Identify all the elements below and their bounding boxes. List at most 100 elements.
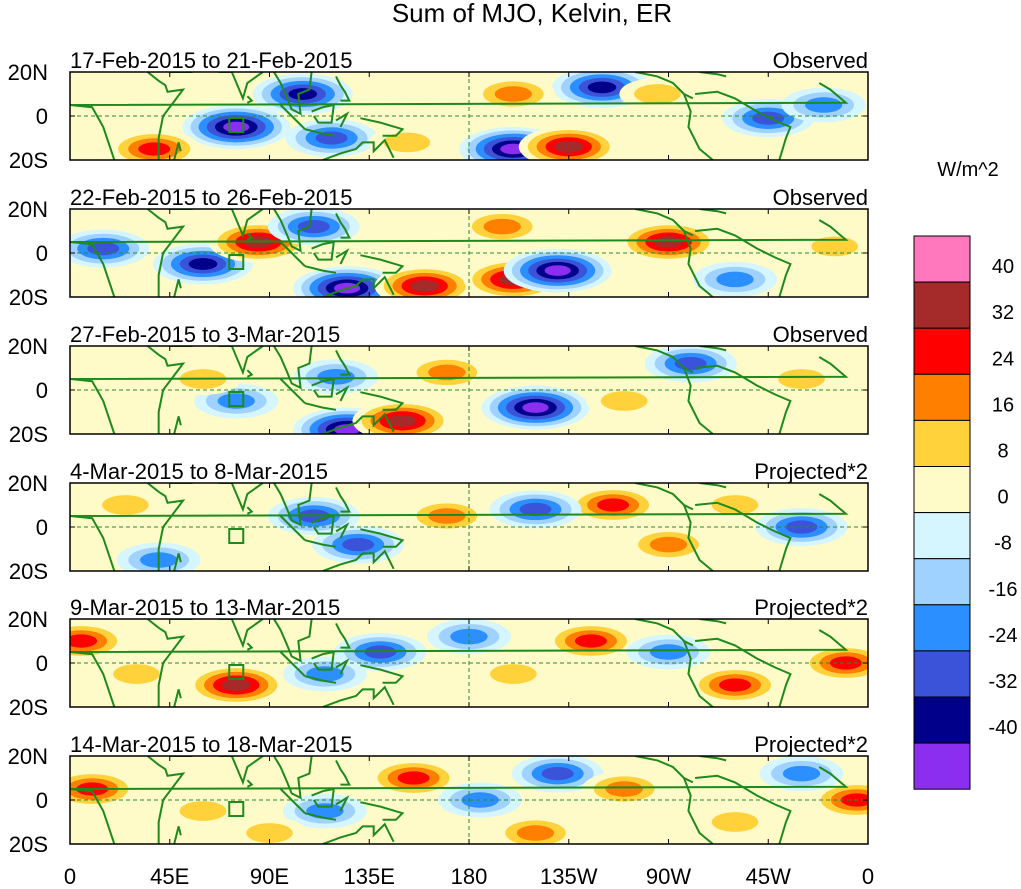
colorbar-level-label: 32 xyxy=(992,302,1014,324)
anomaly-blob xyxy=(618,221,719,263)
anomaly-blob xyxy=(567,486,660,524)
lat-tick-label: 20N xyxy=(8,197,48,222)
colorbar-swatch xyxy=(913,742,971,790)
coastline xyxy=(635,346,694,374)
coastline xyxy=(360,801,405,821)
panel-date-range: 14-Mar-2015 to 18-Mar-2015 xyxy=(70,732,352,757)
coastline xyxy=(218,619,264,649)
reference-box xyxy=(228,528,245,544)
lon-tick-label: 135W xyxy=(540,864,598,889)
coastline xyxy=(246,779,254,788)
anomaly-blob xyxy=(693,261,777,297)
coastline xyxy=(173,416,182,434)
coastline xyxy=(70,629,849,653)
anomaly-blob xyxy=(460,209,545,245)
coastline xyxy=(322,822,395,844)
coastline xyxy=(70,82,849,106)
lat-tick-label: 0 xyxy=(36,241,48,266)
coastline xyxy=(70,378,116,434)
lat-tick-label: 0 xyxy=(36,651,48,676)
coastline xyxy=(246,232,254,241)
coastline xyxy=(695,90,792,160)
coastline xyxy=(635,72,694,100)
coastline xyxy=(311,377,335,398)
coastline xyxy=(635,756,694,784)
lon-tick-label: 45E xyxy=(150,864,189,889)
coastline xyxy=(311,240,335,261)
anomaly-blob xyxy=(582,771,667,807)
coastline xyxy=(146,619,186,707)
coastline xyxy=(304,539,337,548)
panel-date-range: 9-Mar-2015 to 13-Mar-2015 xyxy=(70,595,340,620)
lon-tick-label: 45W xyxy=(746,864,791,889)
anomaly-blob xyxy=(404,354,489,390)
colorbar-swatch xyxy=(913,604,971,652)
coastline xyxy=(683,504,714,571)
colorbar-swatch xyxy=(913,558,971,606)
anomaly-blob xyxy=(471,76,556,112)
reference-box xyxy=(228,254,245,270)
anomaly-blob xyxy=(404,498,489,534)
coastline xyxy=(360,117,405,137)
lat-tick-label: 0 xyxy=(36,378,48,403)
panel-date-range: 27-Feb-2015 to 3-Mar-2015 xyxy=(70,322,340,347)
anomaly-blob xyxy=(475,658,552,690)
lat-tick-label: 20S xyxy=(9,695,48,720)
colorbar-level-label: -32 xyxy=(989,671,1018,693)
coastline xyxy=(173,826,182,844)
panel-label: Observed xyxy=(773,185,868,210)
reference-box xyxy=(228,117,245,133)
coastline xyxy=(360,528,405,548)
lon-tick-label: 0 xyxy=(862,864,874,889)
coastline xyxy=(635,619,694,647)
coastline xyxy=(695,774,792,844)
coastline xyxy=(304,812,337,821)
coastline xyxy=(273,72,313,116)
coastline xyxy=(273,483,313,527)
coastline xyxy=(360,664,405,684)
lat-tick-label: 20N xyxy=(8,607,48,632)
coastline xyxy=(173,142,182,160)
coastlines xyxy=(70,756,849,844)
coastline xyxy=(683,93,714,160)
coastline xyxy=(173,553,182,571)
coastline xyxy=(311,650,335,671)
colorbar-level-label: -8 xyxy=(994,533,1012,555)
panel: 20N 0 20S 4-Mar-2015 to 8-Mar-2015 Projected… xyxy=(8,459,869,584)
anomaly-blob xyxy=(689,666,781,704)
coastlines xyxy=(70,483,849,571)
anomaly-blob xyxy=(182,105,291,149)
coastline xyxy=(173,689,182,707)
coastline xyxy=(70,241,116,297)
coastline xyxy=(70,219,849,243)
coastline xyxy=(695,501,792,571)
coastline xyxy=(218,756,264,786)
coastline xyxy=(683,777,714,844)
colorbar-swatch xyxy=(913,327,971,375)
coastline xyxy=(695,227,792,297)
coastline xyxy=(218,483,264,513)
coastline xyxy=(322,412,395,434)
coastline xyxy=(70,788,116,844)
anomaly-blob xyxy=(267,209,360,246)
coastline xyxy=(335,212,351,239)
lon-tick-label: 90W xyxy=(646,864,691,889)
colorbar-level-label: -40 xyxy=(989,717,1018,739)
coastline xyxy=(683,367,714,434)
lat-tick-label: 0 xyxy=(36,515,48,540)
colorbar-swatch xyxy=(913,512,971,560)
coastline xyxy=(322,685,395,707)
lat-tick-label: 20N xyxy=(8,471,48,496)
coastline xyxy=(322,549,395,571)
coastline xyxy=(246,95,254,104)
colorbar-swatch xyxy=(913,650,971,698)
reference-box xyxy=(228,391,245,407)
coastline xyxy=(311,514,335,535)
coastline xyxy=(335,759,351,786)
panel-label: Projected*2 xyxy=(754,732,868,757)
coastline xyxy=(218,209,264,239)
units-label: W/m^2 xyxy=(937,159,999,181)
anomaly-blob xyxy=(282,656,367,692)
anomaly-blob xyxy=(70,622,128,660)
coastline xyxy=(311,103,335,124)
